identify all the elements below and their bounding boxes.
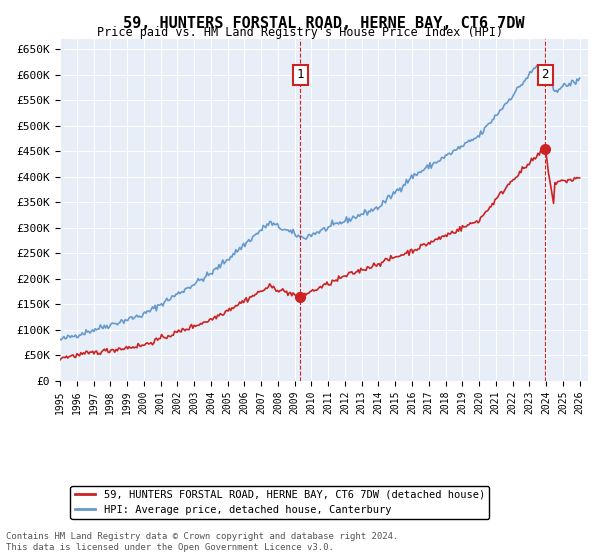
- Text: 2: 2: [541, 68, 549, 81]
- Title: 59, HUNTERS FORSTAL ROAD, HERNE BAY, CT6 7DW: 59, HUNTERS FORSTAL ROAD, HERNE BAY, CT6…: [123, 16, 525, 31]
- Text: Price paid vs. HM Land Registry's House Price Index (HPI): Price paid vs. HM Land Registry's House …: [97, 26, 503, 39]
- Text: 1: 1: [296, 68, 304, 81]
- Legend: 59, HUNTERS FORSTAL ROAD, HERNE BAY, CT6 7DW (detached house), HPI: Average pric: 59, HUNTERS FORSTAL ROAD, HERNE BAY, CT6…: [70, 486, 489, 519]
- Text: Contains HM Land Registry data © Crown copyright and database right 2024.
This d: Contains HM Land Registry data © Crown c…: [6, 532, 398, 552]
